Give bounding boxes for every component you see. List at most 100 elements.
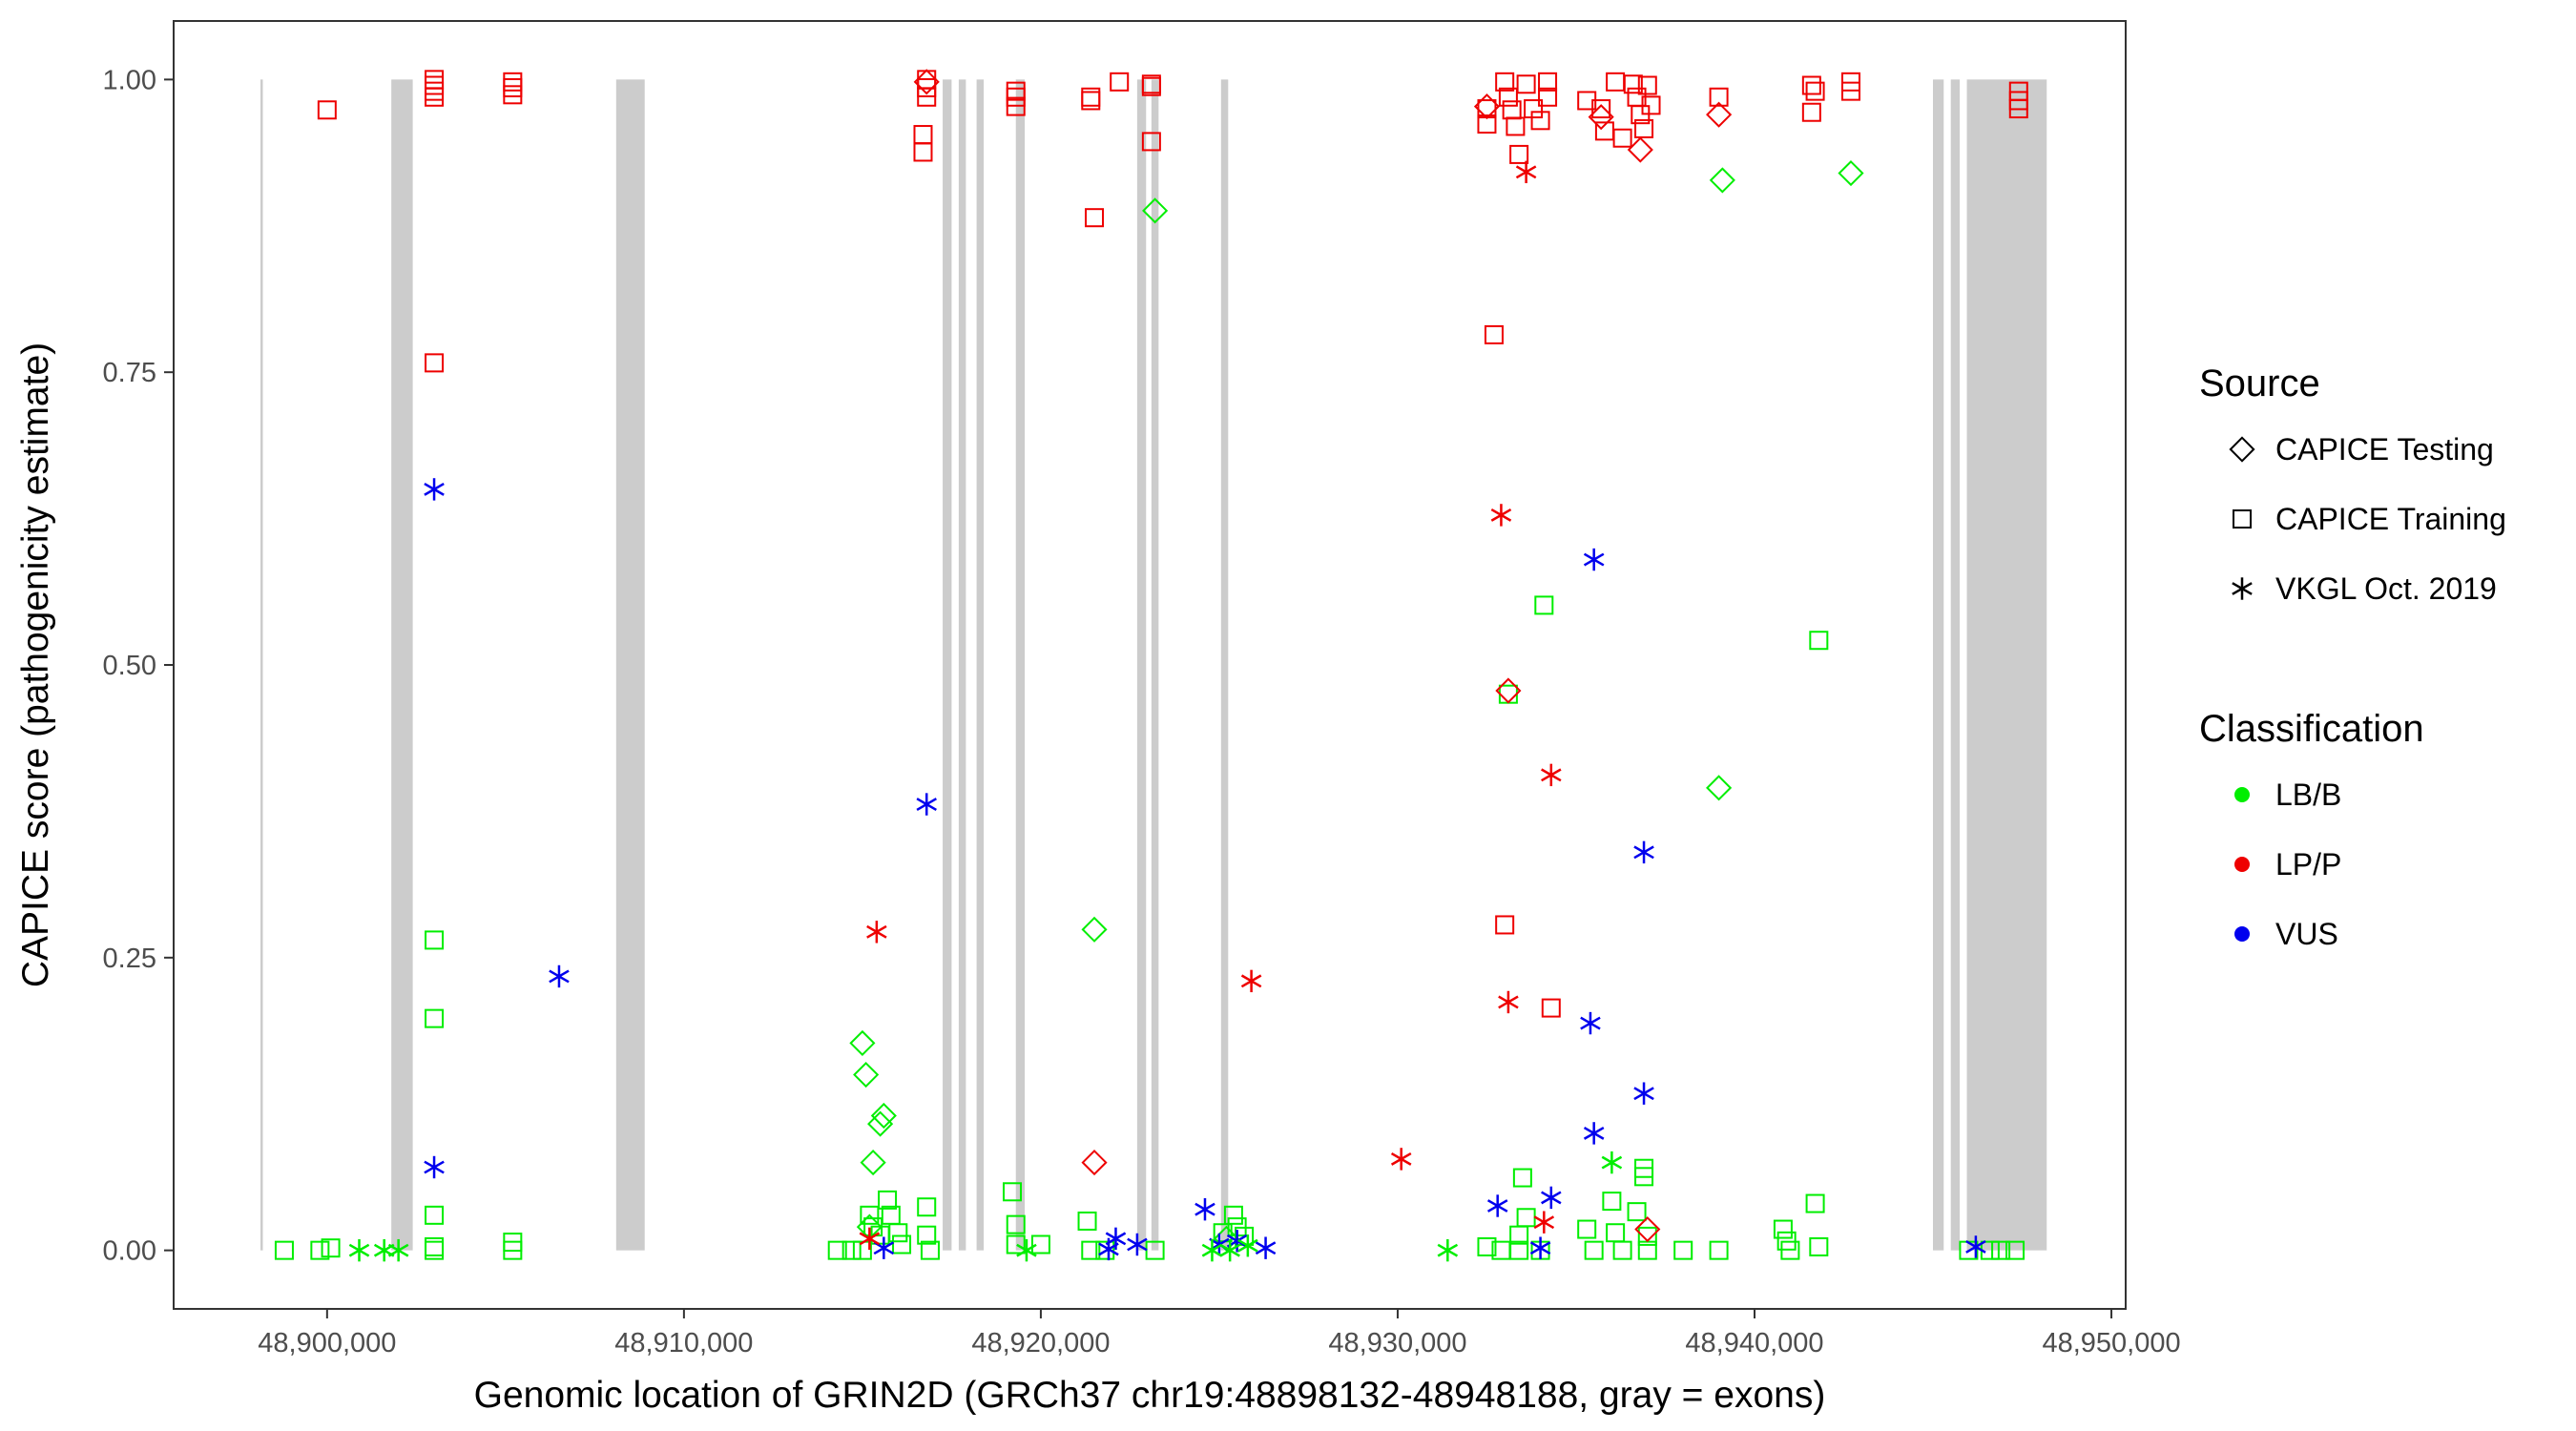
data-point [425, 1240, 445, 1260]
legend-label: LB/B [2275, 778, 2341, 812]
data-point [1709, 1240, 1729, 1260]
data-point [849, 1029, 876, 1056]
legend-key-square [2233, 509, 2252, 529]
data-point [1809, 631, 1829, 651]
legend-source-title: Source [2199, 363, 2320, 404]
data-point [425, 1008, 445, 1028]
data-point [1509, 144, 1529, 164]
data-point [1095, 1240, 1115, 1260]
data-point [870, 1102, 897, 1130]
legend-key-dot [2234, 857, 2250, 872]
data-point [1509, 1225, 1529, 1245]
data-point [1541, 763, 1562, 787]
data-point [920, 1240, 940, 1260]
legend-key-dot [2234, 787, 2250, 802]
data-point [1840, 81, 1860, 101]
axis-layer: 48,900,000 48,910,000 48,920,000 48,930,000… [103, 65, 2181, 1358]
asterisk-stroke [2232, 582, 2253, 595]
data-point [1583, 1122, 1605, 1145]
x-tick-label: 48,940,000 [1685, 1328, 1823, 1358]
data-point [1141, 76, 1161, 96]
data-point [888, 1223, 908, 1243]
asterisk-stroke [1583, 552, 1605, 567]
exon-band [1136, 79, 1147, 1251]
data-point [1637, 1226, 1657, 1246]
data-point [310, 1240, 330, 1260]
data-point [1583, 548, 1605, 571]
y-tick-label: 0.50 [103, 651, 156, 681]
data-point [1081, 91, 1101, 111]
data-point [859, 1227, 881, 1251]
data-point [1627, 1202, 1647, 1222]
exon-band [260, 79, 263, 1251]
data-point [1780, 1240, 1800, 1260]
asterisk-stroke [1580, 1016, 1601, 1030]
point-layer [274, 69, 2028, 1262]
data-point [917, 1225, 937, 1245]
data-point [1706, 775, 1733, 801]
data-point [425, 353, 445, 373]
data-point [1588, 104, 1614, 131]
asterisk-stroke [1633, 845, 1654, 860]
data-point [1016, 1238, 1037, 1262]
legend-key-asterisk [2232, 577, 2253, 600]
data-point [1141, 132, 1161, 152]
data-point [1486, 1194, 1508, 1217]
data-point [2005, 1240, 2025, 1260]
x-tick-label: 48,920,000 [971, 1328, 1110, 1358]
data-point [1477, 114, 1497, 134]
asterisk-stroke [1201, 1243, 1223, 1257]
data-point [1541, 1186, 1562, 1210]
asterisk-stroke [1490, 508, 1512, 522]
asterisk-stroke [873, 1241, 895, 1255]
legend-label: VKGL Oct. 2019 [2275, 571, 2497, 606]
data-point [1237, 1234, 1258, 1257]
asterisk-stroke [424, 1160, 445, 1174]
data-point [1673, 1240, 1693, 1260]
data-point [274, 1240, 294, 1260]
data-point [1577, 1219, 1597, 1239]
asterisk-stroke [1486, 1199, 1508, 1213]
data-point [387, 1238, 409, 1262]
data-point [1081, 1150, 1108, 1176]
legend-label: CAPICE Training [2275, 502, 2506, 536]
data-point [1240, 969, 1262, 993]
asterisk-stroke [1533, 1215, 1555, 1230]
data-point [1495, 72, 1515, 92]
data-point [503, 85, 523, 105]
asterisk-stroke [1437, 1243, 1459, 1257]
data-point [1030, 1234, 1050, 1255]
exon-band [1151, 79, 1159, 1251]
asterisk-stroke [1255, 1241, 1277, 1255]
data-point [1612, 1240, 1632, 1260]
y-tick-label: 0.75 [103, 358, 156, 388]
data-point [1533, 1211, 1555, 1234]
data-point [1530, 111, 1550, 131]
asterisk-stroke [1219, 1243, 1240, 1257]
data-point [1490, 504, 1512, 527]
legend-key-diamond [2229, 436, 2255, 463]
data-point [1098, 1237, 1119, 1261]
data-point [1077, 1211, 1097, 1231]
series-square [274, 70, 2028, 1260]
data-point [841, 1240, 862, 1260]
legend-key-dot [2234, 926, 2250, 942]
x-tick-label: 48,930,000 [1328, 1328, 1466, 1358]
data-point [1641, 95, 1661, 115]
y-tick-label: 0.25 [103, 944, 156, 974]
exon-band [391, 79, 413, 1251]
legend: Source Classification CAPICE Testing CAPI… [2199, 363, 2506, 951]
asterisk-stroke [1541, 1191, 1562, 1205]
data-point [321, 1238, 341, 1258]
asterisk-stroke [1240, 974, 1262, 988]
exon-band [1220, 79, 1229, 1251]
asterisk-stroke [1237, 1238, 1258, 1253]
x-tick-label: 48,910,000 [614, 1328, 753, 1358]
asterisk-stroke [916, 798, 937, 811]
data-point [425, 930, 445, 950]
x-tick-label: 48,900,000 [258, 1328, 396, 1358]
data-point [1633, 840, 1654, 864]
data-point [860, 1205, 880, 1225]
data-point [1538, 87, 1558, 107]
